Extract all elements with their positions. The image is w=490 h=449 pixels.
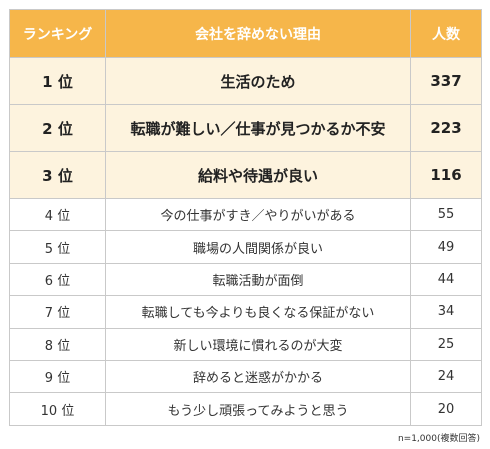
reason-cell: 辞めると迷惑がかかる: [105, 359, 411, 394]
reason-cell: 今の仕事がすき／やりがいがある: [105, 197, 411, 232]
count-cell: 24: [410, 359, 482, 394]
count-cell: 20: [410, 392, 482, 426]
sample-note: n=1,000(複数回答): [397, 434, 480, 444]
table-row: 2 位転職が難しい／仕事が見つかるか不安 223: [9, 104, 482, 152]
count-cell: 116: [410, 151, 482, 199]
reason-cell: 生活のため: [105, 57, 411, 105]
table-row: 10 位もう少し頑張ってみようと思う 20: [9, 392, 482, 426]
table-row: 6 位転職活動が面倒 44: [9, 262, 482, 297]
count-cell: 34: [410, 295, 482, 329]
rank-cell: 6 位: [9, 262, 106, 297]
count-cell: 49: [410, 230, 482, 264]
reason-cell: 転職活動が面倒: [105, 262, 411, 297]
rank-cell: 7 位: [9, 295, 106, 329]
table-row: 8 位新しい環境に慣れるのが大変 25: [9, 327, 482, 361]
rank-cell: 4 位: [9, 197, 106, 232]
header-cell: ランキング: [9, 9, 106, 58]
table-body: 1 位生活のため 337 2 位転職が難しい／仕事が見つかるか不安 223 3 位給料や…: [9, 57, 482, 426]
reason-cell: 職場の人間関係が良い: [105, 230, 411, 264]
header-cell: 会社を辞めない理由: [105, 9, 411, 58]
count-cell: 223: [410, 104, 482, 152]
rank-cell: 8 位: [9, 327, 106, 361]
count-cell: 25: [410, 327, 482, 361]
rank-cell: 9 位: [9, 359, 106, 394]
reason-cell: 転職しても今よりも良くなる保証がない: [105, 295, 411, 329]
header-row: ランキング 会社を辞めない理由 人数: [9, 9, 482, 58]
rank-cell: 1 位: [9, 57, 106, 105]
table-row: 9 位辞めると迷惑がかかる 24: [9, 359, 482, 394]
rank-cell: 10 位: [9, 392, 106, 426]
count-cell: 55: [410, 197, 482, 232]
reason-cell: 給料や待遇が良い: [105, 151, 411, 199]
count-cell: 44: [410, 262, 482, 297]
rank-cell: 5 位: [9, 230, 106, 264]
table-row: 1 位生活のため 337: [9, 57, 482, 105]
rank-cell: 2 位: [9, 104, 106, 152]
reason-cell: 転職が難しい／仕事が見つかるか不安: [105, 104, 411, 152]
reason-cell: もう少し頑張ってみようと思う: [105, 392, 411, 426]
ranking-table: ランキング 会社を辞めない理由 人数 1 位生活のため 337 2 位転職が難しい／仕事…: [9, 9, 482, 426]
table-row: 5 位職場の人間関係が良い 49: [9, 230, 482, 264]
table-row: 3 位給料や待遇が良い 116: [9, 151, 482, 199]
table-row: 4 位今の仕事がすき／やりがいがある 55: [9, 197, 482, 232]
reason-cell: 新しい環境に慣れるのが大変: [105, 327, 411, 361]
rank-cell: 3 位: [9, 151, 106, 199]
table-row: 7 位転職しても今よりも良くなる保証がない 34: [9, 295, 482, 329]
header-cell: 人数: [410, 9, 482, 58]
count-cell: 337: [410, 57, 482, 105]
